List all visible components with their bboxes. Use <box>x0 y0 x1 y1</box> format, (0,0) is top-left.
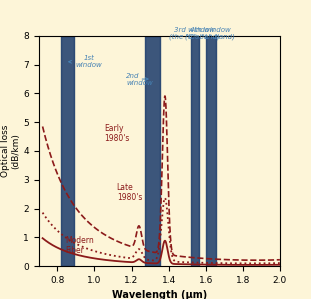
Text: 4th window
(the "L"-band): 4th window (the "L"-band) <box>185 27 235 40</box>
Bar <box>191 36 199 266</box>
Bar <box>61 36 74 266</box>
Text: Early
1980's: Early 1980's <box>104 124 129 144</box>
Text: 3rd window
(the "C"-band): 3rd window (the "C"-band) <box>169 27 220 40</box>
Bar <box>145 36 160 266</box>
Text: 1st
window: 1st window <box>69 55 102 68</box>
Y-axis label: Optical loss
(dB/km): Optical loss (dB/km) <box>1 125 21 177</box>
Text: Modern
Fiber: Modern Fiber <box>65 236 94 255</box>
Text: Late
1980's: Late 1980's <box>117 183 142 202</box>
Bar <box>206 36 216 266</box>
Text: 2nd
window: 2nd window <box>126 73 153 86</box>
X-axis label: Wavelength (μm): Wavelength (μm) <box>112 290 207 299</box>
